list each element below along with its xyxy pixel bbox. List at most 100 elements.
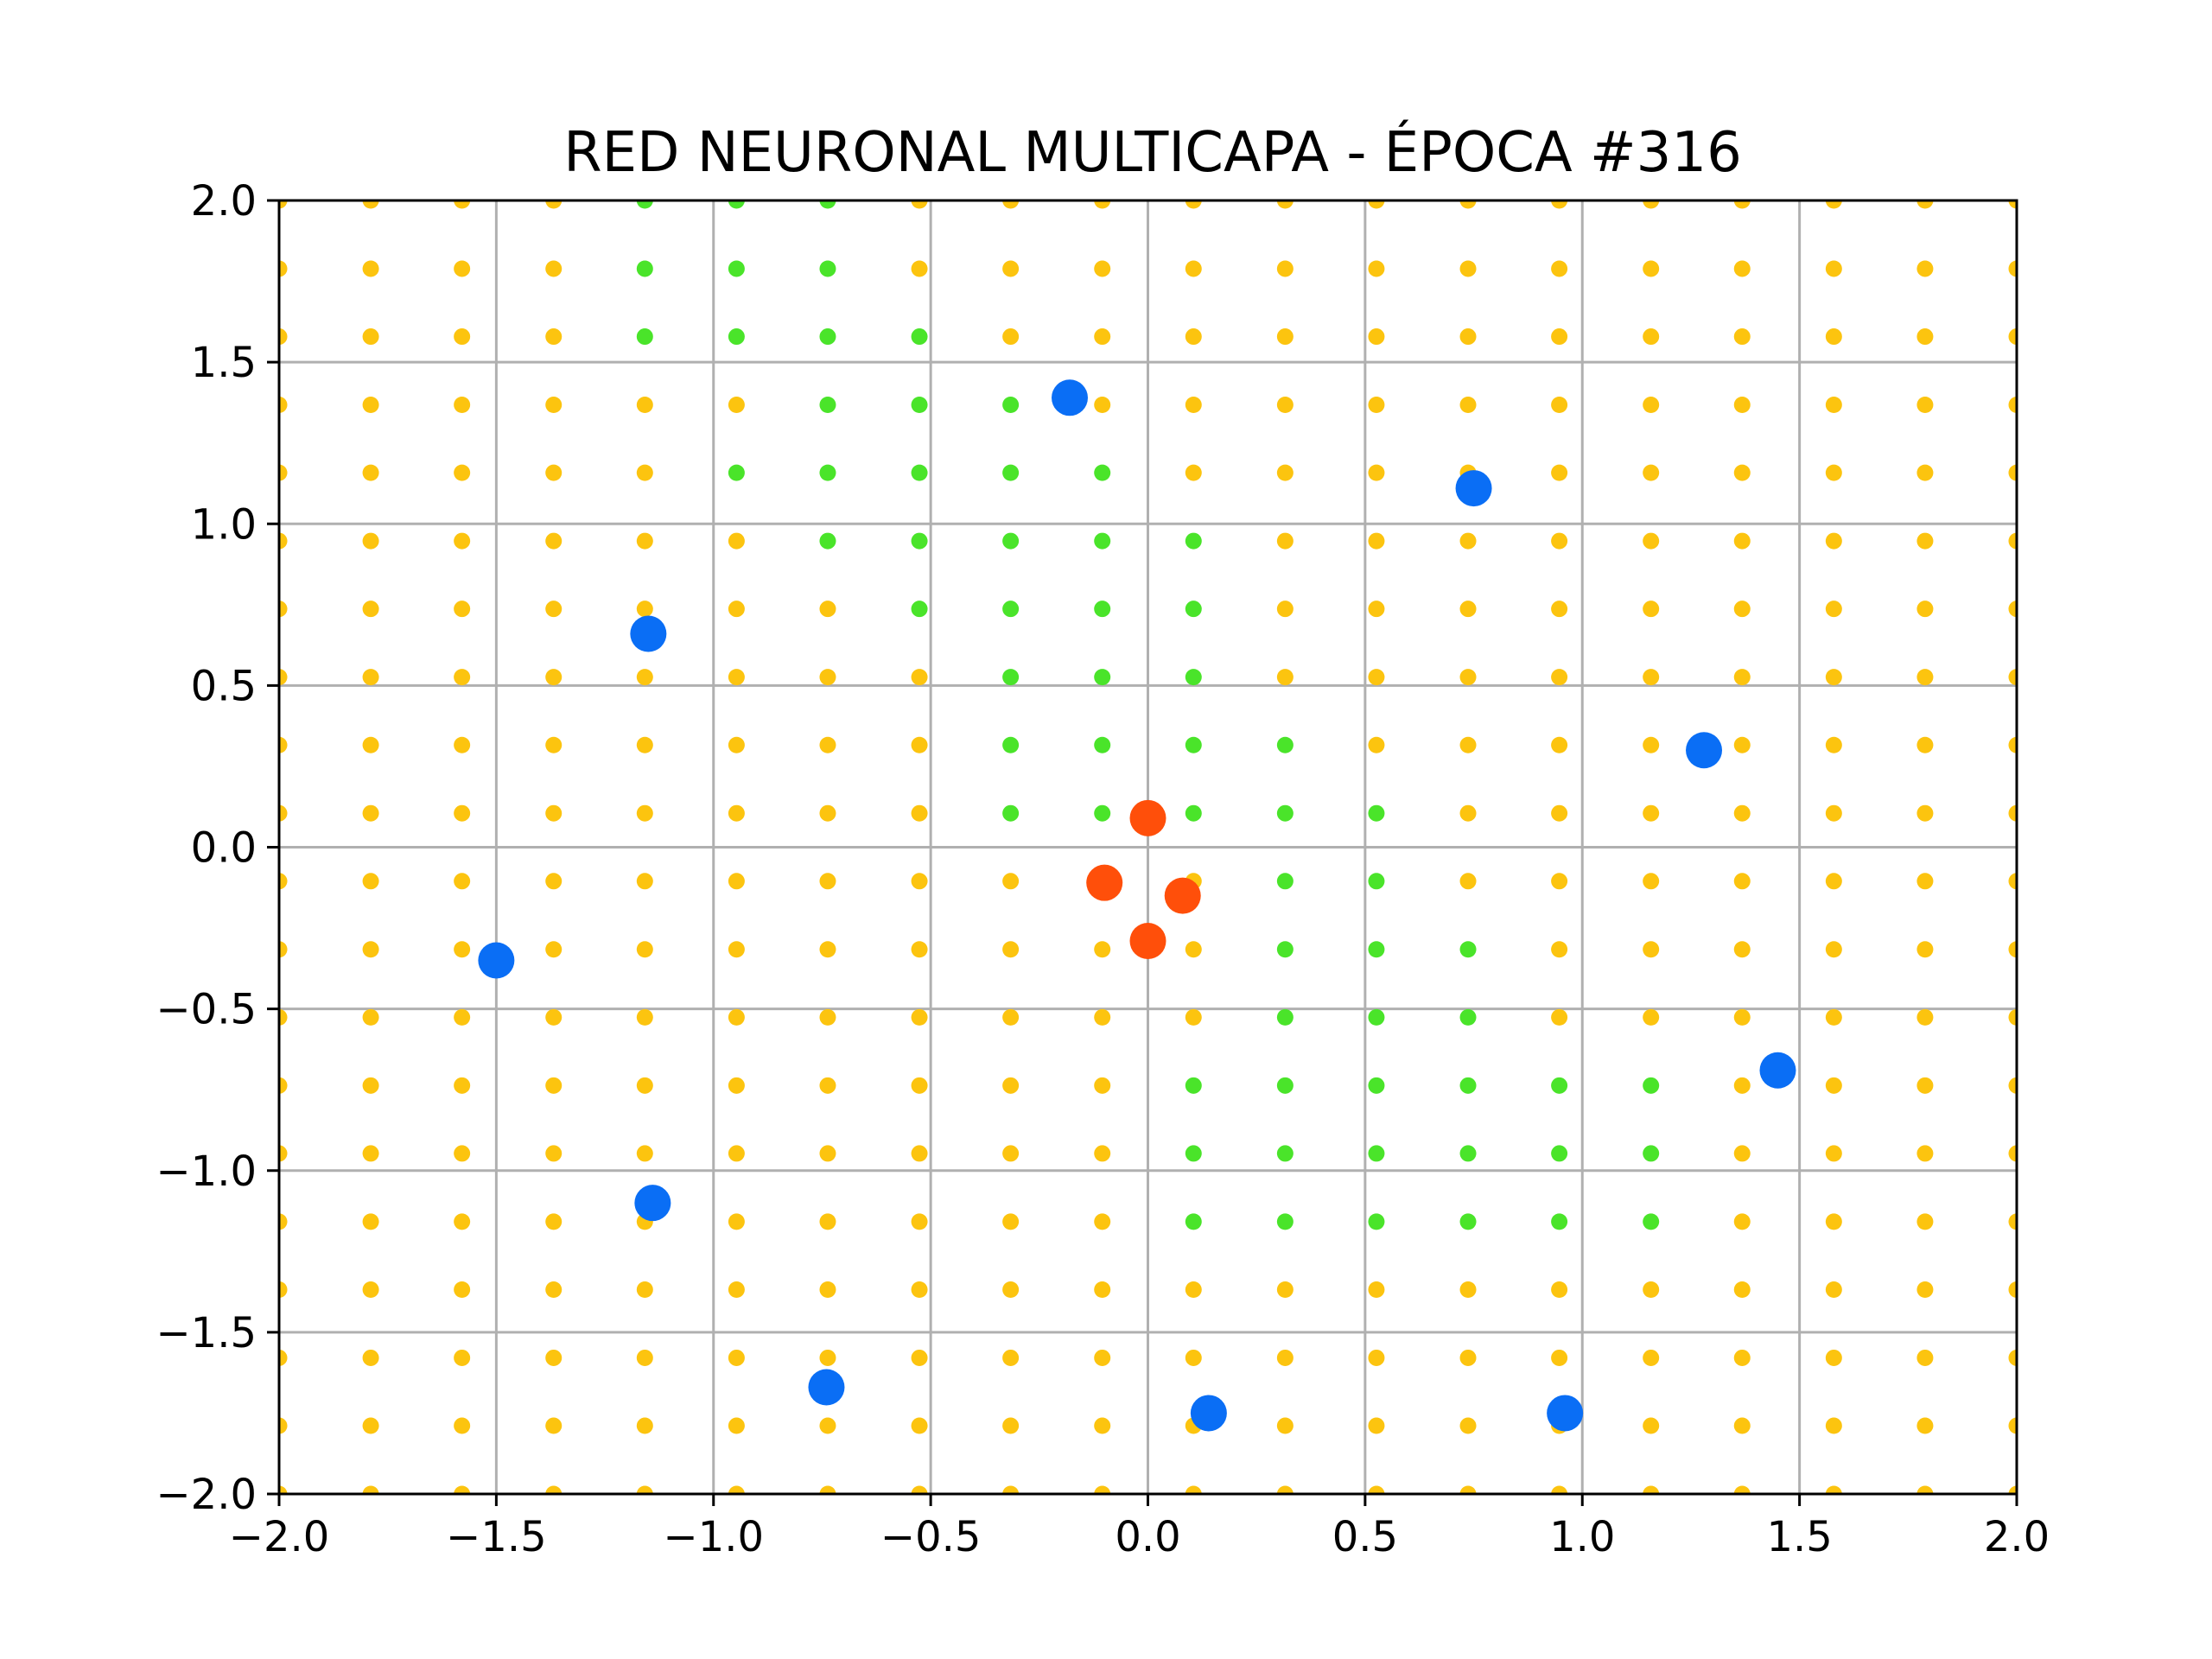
surface-point	[2008, 532, 2017, 550]
surface-point	[1643, 328, 1660, 346]
surface-point	[1916, 200, 1934, 209]
surface-point	[1459, 669, 1477, 686]
y-tick-label: −1.0	[156, 1147, 257, 1196]
surface-point	[279, 941, 288, 958]
surface-point	[1368, 260, 1385, 277]
surface-point	[1368, 873, 1385, 890]
surface-point	[1916, 873, 1934, 890]
surface-point	[728, 1008, 745, 1026]
surface-point	[362, 941, 379, 958]
surface-point	[2008, 464, 2017, 481]
surface-point	[1733, 1281, 1751, 1298]
surface-point	[1916, 397, 1934, 414]
surface-point	[1825, 1485, 1842, 1494]
surface-point	[911, 1485, 928, 1494]
surface-point	[1733, 736, 1751, 753]
surface-point	[819, 1077, 836, 1094]
surface-point	[545, 601, 563, 618]
surface-point	[1643, 804, 1660, 822]
surface-point	[1094, 1485, 1111, 1494]
x-axis: −2.0 −1.5 −1.0 −0.5 0.0 0.5 1.0 1.5 2.0	[229, 1494, 2050, 1561]
surface-point	[279, 464, 288, 481]
surface-point	[1002, 1145, 1020, 1162]
surface-point	[1825, 1349, 1842, 1366]
surface-point	[819, 1008, 836, 1026]
surface-point	[1094, 601, 1111, 618]
surface-point	[1825, 1008, 1842, 1026]
training-point	[634, 1185, 671, 1222]
surface-point	[1551, 532, 1568, 550]
surface-point	[2008, 1145, 2017, 1162]
surface-point	[362, 804, 379, 822]
surface-point	[279, 1485, 288, 1494]
surface-point	[545, 200, 563, 209]
surface-point	[1459, 328, 1477, 346]
surface-point	[1185, 1349, 1202, 1366]
surface-point	[1368, 1077, 1385, 1094]
surface-point	[1002, 1281, 1020, 1298]
training-point	[1547, 1395, 1584, 1432]
surface-point	[1916, 260, 1934, 277]
surface-point	[911, 601, 928, 618]
surface-point	[728, 200, 745, 209]
surface-point	[1916, 736, 1934, 753]
surface-point	[636, 397, 653, 414]
surface-point	[454, 804, 471, 822]
surface-point	[279, 736, 288, 753]
surface-point	[819, 397, 836, 414]
surface-point	[1185, 397, 1202, 414]
surface-point	[454, 873, 471, 890]
surface-point	[1368, 1213, 1385, 1230]
surface-point	[1825, 1281, 1842, 1298]
surface-point	[1825, 941, 1842, 958]
surface-point	[1825, 260, 1842, 277]
surface-point	[1551, 1008, 1568, 1026]
surface-point	[1002, 1213, 1020, 1230]
surface-point	[362, 464, 379, 481]
decision-surface-points	[279, 200, 2017, 1494]
surface-point	[1551, 260, 1568, 277]
surface-point	[1551, 200, 1568, 209]
surface-point	[2008, 1008, 2017, 1026]
surface-point	[1643, 736, 1660, 753]
surface-point	[1002, 941, 1020, 958]
surface-point	[819, 464, 836, 481]
surface-point	[2008, 200, 2017, 209]
surface-point	[362, 1145, 379, 1162]
surface-point	[279, 1008, 288, 1026]
surface-point	[1916, 464, 1934, 481]
surface-point	[911, 1417, 928, 1434]
surface-point	[636, 941, 653, 958]
surface-point	[1002, 328, 1020, 346]
surface-point	[1825, 1417, 1842, 1434]
surface-point	[1733, 601, 1751, 618]
surface-point	[911, 532, 928, 550]
surface-point	[636, 1349, 653, 1366]
surface-point	[545, 1349, 563, 1366]
surface-point	[1551, 1077, 1568, 1094]
surface-point	[454, 601, 471, 618]
surface-point	[362, 260, 379, 277]
surface-point	[1459, 1008, 1477, 1026]
surface-point	[819, 601, 836, 618]
surface-point	[1459, 941, 1477, 958]
surface-point	[1002, 1077, 1020, 1094]
surface-point	[1551, 873, 1568, 890]
x-tick-label: 1.0	[1549, 1513, 1615, 1561]
surface-point	[911, 260, 928, 277]
surface-point	[1733, 1485, 1751, 1494]
surface-point	[1643, 200, 1660, 209]
surface-point	[279, 328, 288, 346]
surface-point	[1733, 200, 1751, 209]
surface-point	[819, 1213, 836, 1230]
surface-point	[728, 397, 745, 414]
surface-point	[1825, 873, 1842, 890]
surface-point	[1916, 1417, 1934, 1434]
surface-point	[911, 941, 928, 958]
surface-point	[1185, 1077, 1202, 1094]
surface-point	[819, 804, 836, 822]
surface-point	[1185, 260, 1202, 277]
surface-point	[2008, 1281, 2017, 1298]
surface-point	[1094, 397, 1111, 414]
surface-point	[545, 941, 563, 958]
